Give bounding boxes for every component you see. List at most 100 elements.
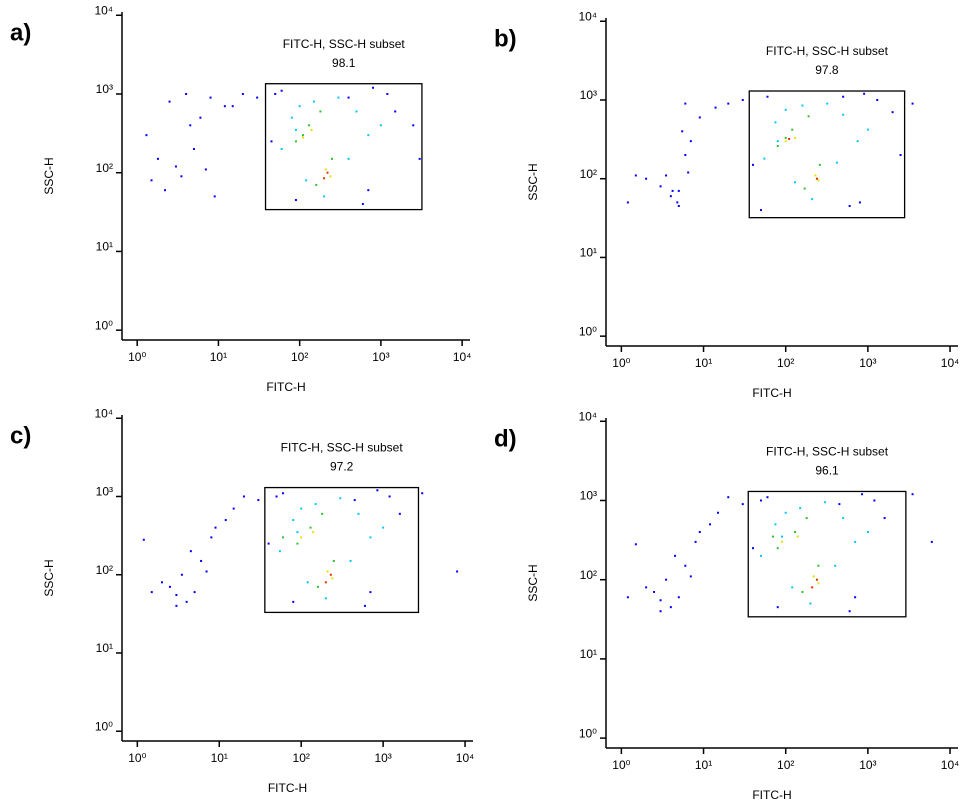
x-tick-label: 10³ [372,350,389,364]
point [369,591,372,594]
gate-value: 97.2 [330,460,354,474]
point [290,116,293,119]
point [185,600,188,603]
point [776,140,779,143]
point [891,111,894,114]
point [376,489,379,492]
point [398,512,401,515]
point [684,564,687,567]
point [232,507,235,510]
point [242,495,245,498]
point [379,124,382,127]
point [214,526,217,529]
x-tick-label: 10⁴ [941,356,960,370]
point [794,181,797,184]
point [353,499,356,502]
gate-value: 97.8 [815,63,839,77]
point [634,174,637,177]
point [329,175,332,178]
x-axis-label: FITC-H [752,788,791,802]
x-axis-label: FITC-H [752,386,791,400]
point [189,124,192,127]
point [856,140,859,143]
point [270,140,273,143]
x-tick-label: 10⁰ [128,751,146,765]
point [848,205,851,208]
point [282,536,285,539]
point [634,543,637,546]
point [815,578,818,581]
point [814,174,817,177]
point [213,195,216,198]
x-tick-label: 10² [293,751,310,765]
gate [747,490,907,618]
panel-label: a) [10,19,31,46]
point [324,581,327,584]
panel-label: d) [494,425,517,452]
x-tick-label: 10³ [859,356,876,370]
point [876,98,879,101]
point [665,578,668,581]
y-tick-label: 10³ [580,489,597,503]
x-tick-label: 10⁴ [941,758,960,772]
point [741,503,744,506]
point [209,96,212,99]
point [774,523,777,526]
point [331,577,334,580]
x-tick-label: 10¹ [210,350,227,364]
point [811,198,814,201]
point [314,503,317,506]
point [752,547,755,550]
y-tick-label: 10⁴ [578,9,597,23]
point [298,105,301,108]
point [784,140,787,143]
point [386,92,389,95]
point [854,596,857,599]
point [759,499,762,502]
point [307,124,310,127]
x-axis-label: FITC-H [266,380,305,394]
point [741,98,744,101]
point [780,540,783,543]
point [300,507,303,510]
y-tick-label: 10¹ [96,240,113,254]
point [709,523,712,526]
gate-value: 98.1 [332,56,356,70]
point [694,540,697,543]
point [677,596,680,599]
y-tick-label: 10³ [96,485,113,499]
point [776,606,779,609]
point [150,179,153,182]
point [848,610,851,613]
x-tick-label: 10³ [859,758,876,772]
point [930,540,933,543]
point [310,128,313,131]
point [669,195,672,198]
gate-value: 96.1 [815,464,839,478]
point [339,497,342,500]
point [257,499,260,502]
point [282,492,285,495]
point [653,590,656,593]
x-tick-label: 10¹ [211,751,228,765]
point [145,134,148,137]
point [671,189,674,192]
point [774,121,777,124]
point [361,203,364,206]
point [305,179,308,182]
y-tick-label: 10⁴ [94,3,113,17]
x-tick-label: 10⁰ [612,356,630,370]
point [355,110,358,113]
point [752,163,755,166]
y-tick-label: 10⁰ [95,719,113,733]
y-tick-label: 10¹ [580,647,597,661]
point [175,594,178,597]
point [771,535,774,538]
point [766,496,769,499]
point [807,115,810,118]
point [659,599,662,602]
point [324,597,327,600]
point [369,536,372,539]
point [784,136,787,139]
point [799,507,802,510]
